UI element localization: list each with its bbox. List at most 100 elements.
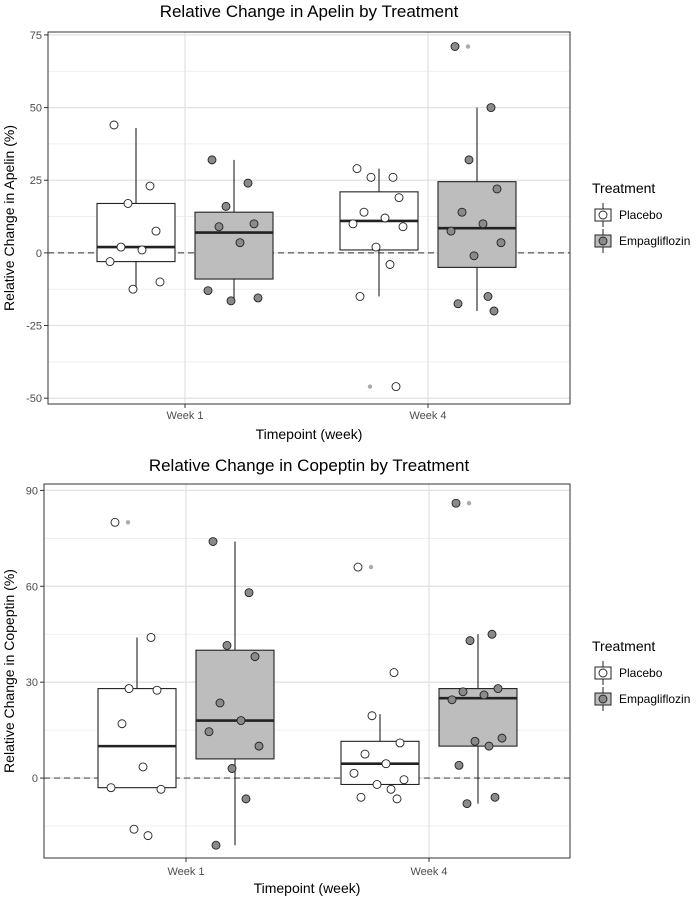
data-point — [450, 42, 460, 51]
y-tick-label: 25 — [30, 175, 42, 187]
data-point — [250, 652, 260, 662]
plot-panel — [44, 484, 570, 858]
data-point — [386, 784, 396, 794]
data-point — [447, 695, 457, 705]
data-point — [106, 783, 116, 793]
data-point — [156, 784, 166, 794]
y-tick-label: 0 — [36, 248, 42, 260]
legend: Treatment Placebo Empagliflozin — [592, 638, 690, 711]
data-point — [392, 794, 402, 804]
data-point — [352, 164, 362, 174]
data-point — [381, 759, 391, 769]
data-point — [117, 719, 127, 729]
panel-border — [47, 31, 571, 405]
x-tick-label: Week 1 — [167, 866, 204, 878]
box-iqr — [194, 211, 274, 280]
legend-label: Empagliflozin — [619, 692, 690, 706]
data-point — [446, 226, 456, 236]
chart-title: Relative Change in Apelin by Treatment — [160, 2, 459, 21]
chart-title: Relative Change in Copeptin by Treatment — [149, 456, 470, 475]
data-point — [204, 727, 214, 737]
y-axis-title: Relative Change in Copeptin (%) — [1, 569, 17, 773]
data-point — [486, 103, 496, 113]
data-point — [484, 741, 494, 751]
box-empagliflozin-week-1 — [195, 541, 275, 846]
x-axis-title: Timepoint (week) — [254, 880, 361, 896]
data-point — [214, 222, 224, 232]
outlier-marker — [125, 520, 131, 525]
data-point — [478, 219, 488, 229]
y-tick-label: -25 — [26, 321, 42, 333]
legend-key-point — [598, 236, 608, 246]
outlier-marker — [368, 564, 374, 570]
x-tick-label: Week 1 — [166, 410, 203, 422]
data-point — [465, 636, 475, 646]
data-point — [105, 257, 115, 267]
data-point — [110, 517, 120, 527]
data-point — [489, 306, 499, 316]
data-point — [372, 780, 382, 789]
chart-2: Relative Change in Copeptin by Treatment… — [1, 456, 690, 896]
data-point — [385, 260, 395, 269]
data-point — [152, 685, 162, 695]
data-point — [395, 738, 405, 748]
legend-key-point — [598, 694, 608, 704]
data-point — [155, 277, 165, 287]
data-point — [462, 799, 472, 809]
data-point — [116, 242, 126, 252]
y-tick-label: 0 — [32, 773, 38, 785]
data-point — [129, 824, 139, 834]
data-point — [366, 172, 376, 182]
data-point — [399, 775, 409, 785]
data-point — [451, 498, 461, 508]
data-point — [353, 562, 363, 572]
data-point — [394, 193, 404, 203]
legend-label: Placebo — [619, 666, 663, 680]
legend-title: Treatment — [592, 638, 655, 654]
data-point — [388, 172, 398, 182]
box-placebo-week-1 — [97, 520, 177, 789]
panel-border — [43, 483, 571, 859]
legend-entry-placebo: Placebo — [594, 203, 663, 227]
data-point — [254, 741, 264, 751]
outlier-marker — [466, 500, 472, 506]
x-tick-label: Week 4 — [409, 410, 446, 422]
data-point — [490, 792, 500, 802]
data-point — [128, 284, 138, 294]
box-empagliflozin-week-1 — [194, 159, 274, 300]
data-point — [145, 181, 155, 191]
data-point — [349, 768, 359, 778]
data-point — [470, 736, 480, 746]
data-point — [244, 588, 254, 598]
box-placebo-week-1 — [96, 127, 176, 291]
y-tick-label: 50 — [30, 103, 42, 115]
data-point — [464, 155, 474, 165]
data-point — [124, 684, 134, 694]
data-point — [457, 207, 467, 217]
data-point — [109, 120, 119, 130]
data-point — [348, 219, 358, 229]
outlier-marker — [465, 44, 471, 49]
data-point — [211, 840, 221, 850]
data-point — [496, 238, 506, 248]
data-point — [391, 382, 401, 392]
legend-label: Placebo — [619, 208, 663, 222]
legend-entry-placebo: Placebo — [594, 661, 663, 685]
data-point — [493, 684, 503, 694]
data-point — [249, 219, 259, 229]
outlier-marker — [367, 384, 373, 389]
data-point — [146, 632, 156, 642]
y-tick-label: 75 — [30, 30, 42, 42]
data-point — [215, 698, 225, 708]
chart-1: Relative Change in Apelin by Treatment -5… — [1, 2, 690, 442]
y-tick-label: -50 — [26, 393, 42, 405]
data-point — [208, 537, 218, 546]
y-axis-title: Relative Change in Apelin (%) — [1, 125, 17, 311]
data-point — [253, 293, 263, 303]
data-point — [380, 213, 390, 223]
data-point — [226, 296, 236, 306]
legend-title: Treatment — [592, 180, 655, 196]
data-point — [355, 292, 365, 301]
data-point — [497, 733, 507, 743]
legend-label: Empagliflozin — [619, 234, 690, 248]
